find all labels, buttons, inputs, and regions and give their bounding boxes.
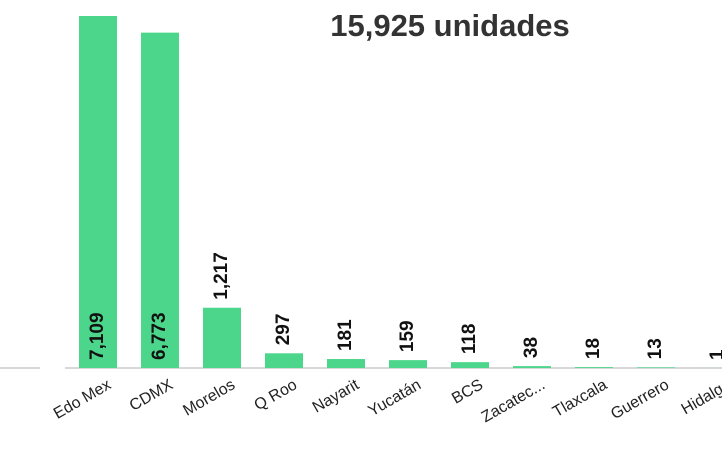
value-label: 7,109	[87, 312, 108, 360]
value-label: 13	[645, 338, 666, 359]
x-tick-label: BCS	[449, 376, 486, 407]
x-tick-label: Morelos	[180, 376, 238, 419]
x-tick-label: Yucatán	[366, 376, 425, 420]
x-tick-label: Edo Mex	[51, 376, 114, 422]
x-tick-label: Nayarit	[310, 376, 363, 416]
value-label: 1,217	[211, 252, 232, 300]
bar	[389, 360, 427, 368]
value-label: 38	[521, 337, 542, 358]
value-label: 18	[583, 338, 604, 359]
bar	[203, 307, 241, 368]
value-label: 1	[707, 349, 722, 360]
bar	[327, 359, 365, 368]
bar	[513, 366, 551, 368]
bar	[79, 16, 117, 368]
x-tick-label: Zacatec...	[479, 376, 548, 426]
chart-title: 15,925 unidades	[330, 8, 570, 43]
bar	[575, 367, 613, 368]
value-label: 159	[397, 320, 418, 352]
value-label: 297	[273, 314, 294, 346]
bar	[265, 353, 303, 368]
bar	[637, 367, 675, 368]
value-label: 6,773	[149, 312, 170, 360]
value-label: 118	[459, 324, 480, 355]
x-tick-label: Guerrero	[608, 376, 672, 423]
x-tick-label: Q Roo	[252, 376, 301, 414]
value-label: 181	[335, 319, 356, 351]
x-tick-label: Hidalgo	[679, 376, 722, 418]
x-tick-label: CDMX	[127, 376, 177, 414]
bar	[451, 362, 489, 368]
bar	[141, 32, 179, 369]
x-tick-label: Tlaxcala	[550, 376, 610, 421]
